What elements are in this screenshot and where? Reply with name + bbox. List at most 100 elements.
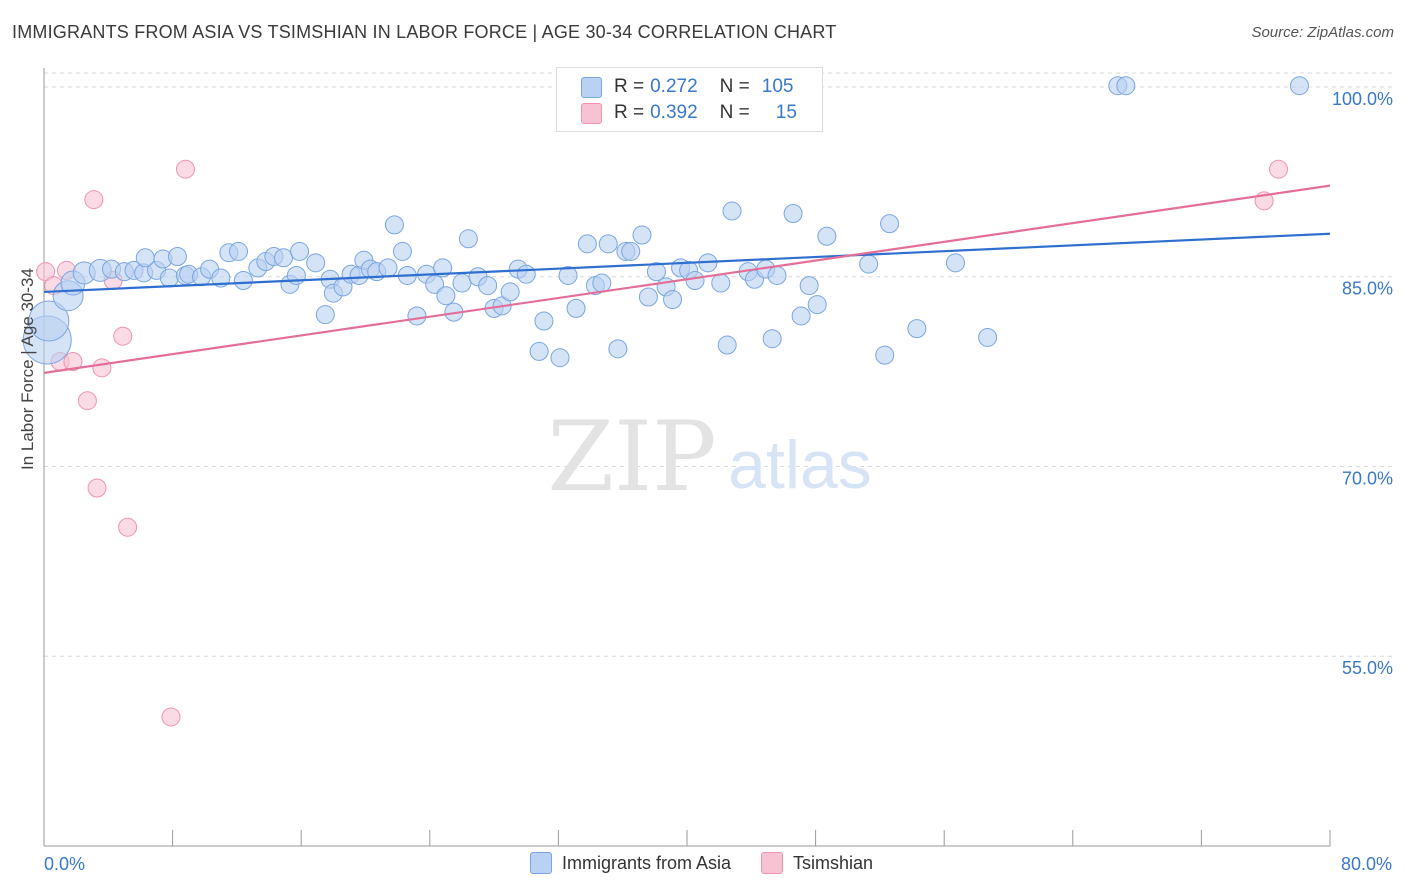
series-legend-tsimshian: Tsimshian [761,852,873,874]
tsimshian-point [161,707,181,727]
stats-legend: R = 0.272 N = 105 R = 0.392 N = 15 [556,67,823,132]
asia-trend-line [43,232,1331,294]
legend-n-value: 15 [775,102,797,123]
tsimshian-point [92,358,112,378]
asia-point [762,329,782,349]
watermark-atlas: atlas [728,427,872,503]
series-legend: Immigrants from Asia Tsimshian [530,852,903,874]
asia-point [880,214,900,234]
tsimshian-trend-line [43,184,1331,374]
legend-r-label: R = [614,102,645,123]
legend-row-asia: R = 0.272 N = 105 [581,75,793,99]
legend-swatch-asia [581,76,602,98]
asia-point [433,258,453,278]
tsimshian-points [36,159,1289,727]
asia-point [592,273,612,293]
chart-title: IMMIGRANTS FROM ASIA VS TSIMSHIAN IN LAB… [12,22,837,42]
watermark-zip: ZIP [547,401,716,513]
asia-point [407,306,427,326]
asia-point [516,264,536,284]
asia-point [135,248,155,268]
asia-point [1289,76,1309,96]
asia-point [558,265,578,285]
asia-point [907,319,927,339]
asia-point [646,262,666,282]
legend-swatch-tsimshian [581,102,602,124]
tsimshian-point [77,391,97,411]
asia-point [211,268,231,288]
trend-lines [43,184,1331,374]
asia-point [711,273,731,293]
asia-point [290,241,310,261]
asia-point [500,282,520,302]
tsimshian-point [113,326,133,346]
y-tick-label: 85.0% [1342,279,1393,299]
y-axis-label: In Labor Force | Age 30-34 [18,268,37,470]
asia-point [452,273,472,293]
asia-point [229,241,249,261]
asia-point [274,248,294,268]
asia-point [566,298,586,318]
legend-n-value: 105 [761,76,794,97]
asia-point [791,306,811,326]
asia-point [717,335,737,355]
asia-point [783,203,803,223]
asia-point [978,327,998,347]
asia-point [458,229,478,249]
tsimshian-point [1269,159,1289,179]
asia-point [663,290,683,310]
asia-point [306,253,326,273]
tsimshian-point [87,478,107,498]
asia-point [534,311,554,331]
asia-point [378,258,398,278]
watermark: ZIP atlas [547,401,871,513]
asia-point [1116,76,1136,96]
tsimshian-point [84,190,104,210]
asia-point [767,265,787,285]
asia-point [577,234,597,254]
asia-point [392,241,412,261]
tsimshian-point [63,351,83,371]
asia-point [167,246,187,266]
asia-point [28,300,70,342]
series-legend-asia: Immigrants from Asia [530,852,731,874]
asia-point [159,268,179,288]
asia-point [621,241,641,261]
legend-n-label: N = [719,102,750,123]
tsimshian-point [118,517,138,537]
asia-point [685,271,705,291]
y-tick-label: 100.0% [1332,89,1393,109]
asia-point [875,345,895,365]
series-swatch-tsimshian [761,852,784,874]
legend-r-value: 0.392 [650,102,698,123]
series-label-tsimshian: Tsimshian [793,852,874,873]
asia-point [315,305,335,325]
asia-point [550,348,570,368]
y-tick-labels: 55.0% 70.0% 85.0% 100.0% [1332,89,1393,678]
asia-point [233,271,253,291]
series-label-asia: Immigrants from Asia [562,852,732,873]
y-tick-label: 55.0% [1342,658,1393,678]
asia-point [608,339,628,359]
gridlines [44,72,1392,657]
x-tick-label-min: 0.0% [44,854,85,874]
asia-point [722,201,742,221]
x-ticks [43,830,1331,846]
y-tick-label: 70.0% [1342,468,1393,488]
asia-point [945,253,965,273]
asia-points [22,76,1309,368]
asia-point [799,276,819,296]
legend-r-value: 0.272 [650,76,698,97]
asia-point [859,254,879,274]
legend-n-label: N = [719,76,750,97]
asia-point [817,226,837,246]
series-swatch-asia [530,852,552,874]
asia-point [632,225,652,245]
asia-point [436,286,456,306]
legend-r-label: R = [614,76,645,97]
source-credit: Source: ZipAtlas.com [1251,24,1394,41]
asia-point [384,215,404,235]
asia-point [598,234,618,254]
asia-point [638,287,658,307]
asia-point [529,341,549,361]
